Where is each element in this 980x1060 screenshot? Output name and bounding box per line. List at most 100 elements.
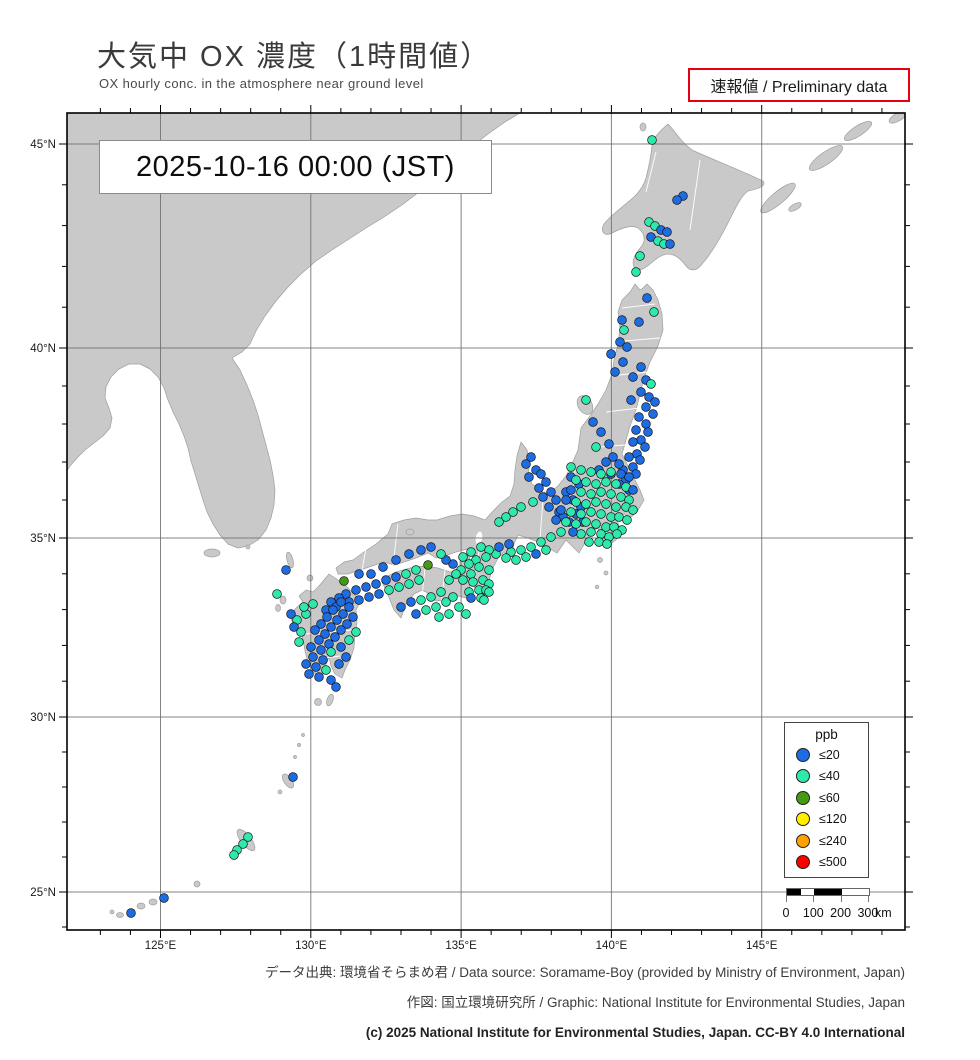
station-dot	[448, 559, 458, 569]
station-dot	[576, 487, 586, 497]
station-dot	[591, 497, 601, 507]
legend-dot-green	[796, 790, 810, 805]
station-dot	[501, 553, 511, 563]
station-dot	[288, 772, 298, 782]
station-dot	[591, 479, 601, 489]
station-dot	[601, 457, 611, 467]
station-dot	[546, 487, 556, 497]
station-dot	[474, 562, 484, 572]
station-dot	[516, 502, 526, 512]
station-dot	[541, 477, 551, 487]
legend-dot-red	[796, 855, 810, 870]
station-dot	[576, 529, 586, 539]
station-dot	[436, 549, 446, 559]
station-dot	[596, 427, 606, 437]
station-dot	[536, 537, 546, 547]
station-dot	[454, 602, 464, 612]
station-dot	[614, 512, 624, 522]
copyright-line: (c) 2025 National Institute for Environm…	[365, 1025, 905, 1040]
station-dot	[586, 489, 596, 499]
station-dot	[394, 582, 404, 592]
station-dot	[289, 622, 299, 632]
station-dot	[611, 502, 621, 512]
scale-bar-tick	[840, 895, 842, 902]
lon-axis-label: 140°E	[596, 940, 628, 952]
station-dot	[617, 315, 627, 325]
station-dot	[591, 519, 601, 529]
scale-bar-tick	[813, 895, 815, 902]
station-dot	[618, 357, 628, 367]
station-dot	[614, 459, 624, 469]
legend-dot-blue	[796, 747, 810, 762]
station-dot	[650, 397, 660, 407]
station-dot	[484, 587, 494, 597]
station-dot	[301, 659, 311, 669]
station-dot	[556, 505, 566, 515]
station-dot	[504, 539, 514, 549]
station-dot	[324, 639, 334, 649]
station-dot	[320, 629, 330, 639]
station-dot	[528, 497, 538, 507]
station-dot	[316, 619, 326, 629]
station-dot	[626, 395, 636, 405]
legend-item-label: ≤20	[819, 747, 840, 762]
station-dot	[641, 419, 651, 429]
lat-axis-label: 35°N	[30, 533, 56, 545]
station-dot	[586, 467, 596, 477]
station-dot	[426, 592, 436, 602]
station-dot	[526, 452, 536, 462]
station-dot	[406, 597, 416, 607]
station-dot	[516, 545, 526, 555]
station-dot	[536, 469, 546, 479]
station-dot	[479, 595, 489, 605]
footer: データ出典: 環境省そらまめ君 / Data source: Soramame-…	[65, 963, 905, 1053]
station-dot	[591, 442, 601, 452]
station-dot	[608, 452, 618, 462]
scale-bar-label: 200	[830, 906, 852, 920]
station-dot	[524, 472, 534, 482]
station-dot	[571, 519, 581, 529]
station-dot	[586, 507, 596, 517]
station-dot	[634, 412, 644, 422]
station-dot	[391, 555, 401, 565]
station-dot	[665, 239, 675, 249]
station-dot	[391, 572, 401, 582]
station-dot	[635, 455, 645, 465]
station-dot	[596, 469, 606, 479]
station-dot	[601, 499, 611, 509]
station-dot	[310, 625, 320, 635]
legend-dot-cyan	[796, 769, 810, 784]
station-dot	[272, 589, 282, 599]
station-dot	[494, 517, 504, 527]
station-dot	[364, 592, 374, 602]
station-dot	[336, 625, 346, 635]
station-dot	[351, 585, 361, 595]
station-dot	[615, 337, 625, 347]
station-dot	[556, 527, 566, 537]
station-dot	[306, 642, 316, 652]
station-dot	[596, 529, 606, 539]
station-dot	[458, 575, 468, 585]
station-dot	[404, 579, 414, 589]
scale-bar-tick	[867, 895, 869, 902]
station-dot	[648, 409, 658, 419]
scale-bar-label: 0	[782, 906, 790, 920]
station-dot	[526, 542, 536, 552]
station-dot	[336, 597, 346, 607]
station-dot	[354, 595, 364, 605]
station-dot	[281, 565, 291, 575]
station-dot	[508, 507, 518, 517]
station-dot	[322, 612, 332, 622]
station-dot	[640, 442, 650, 452]
preliminary-data-badge: 速報値 / Preliminary data	[688, 68, 910, 102]
station-dot	[426, 542, 436, 552]
station-dot	[404, 549, 414, 559]
station-dot	[636, 362, 646, 372]
lat-axis-label: 40°N	[30, 343, 56, 355]
station-dot	[411, 609, 421, 619]
scale-bar-tick	[786, 895, 787, 902]
station-dot	[481, 552, 491, 562]
station-dot	[396, 602, 406, 612]
station-dot	[466, 569, 476, 579]
station-dot	[238, 839, 248, 849]
